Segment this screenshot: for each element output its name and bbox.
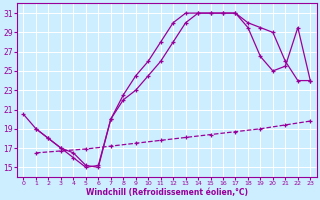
X-axis label: Windchill (Refroidissement éolien,°C): Windchill (Refroidissement éolien,°C) — [86, 188, 248, 197]
